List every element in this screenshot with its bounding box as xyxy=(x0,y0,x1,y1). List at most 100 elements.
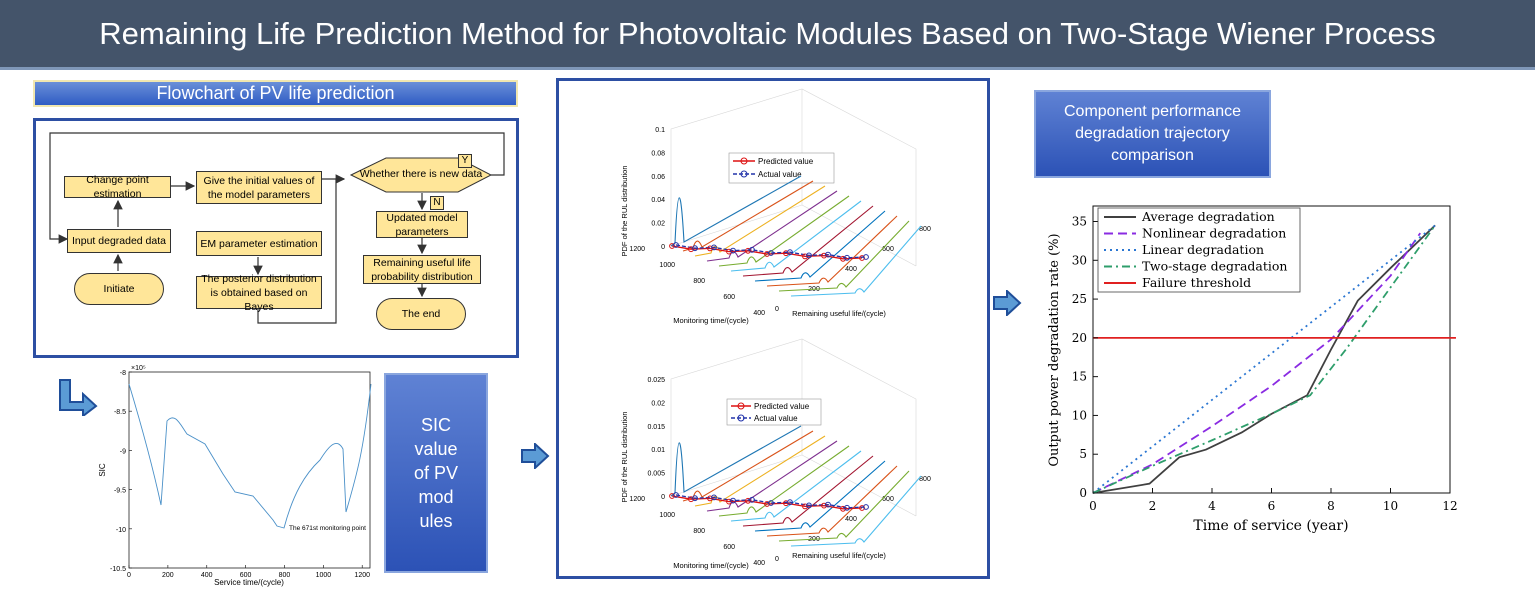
sic-panel: SIC value of PV mod ules xyxy=(384,373,488,573)
rul-actual-marker xyxy=(787,499,793,506)
sic-annotation: The 671st monitoring point xyxy=(289,525,366,532)
rul-predicted-marker xyxy=(821,252,827,259)
rul-predicted-marker xyxy=(688,246,694,253)
rul-actual-marker xyxy=(806,502,812,509)
sic-xtick-label: 1200 xyxy=(354,572,370,579)
rul-predicted-marker xyxy=(859,505,865,511)
sic-xticks: 0 200 400 600 800 1000 1200 xyxy=(127,565,370,579)
degradation-ytick-label: 25 xyxy=(1072,292,1087,306)
rul-ztick-label: 0 xyxy=(661,244,665,251)
flowchart-frame: Change point estimation Give the initial… xyxy=(33,118,519,358)
posterior-box: The posterior distribution is obtained b… xyxy=(196,273,322,313)
rul-mt-tick-label: 400 xyxy=(753,310,765,317)
sic-yticks: -8 -8.5 -9 -9.5 -10 -10.5 xyxy=(110,370,132,573)
rul-slice-curve xyxy=(682,180,814,252)
rul-slice-curve xyxy=(790,475,922,547)
input-data-box: Input degraded data xyxy=(67,229,171,253)
rul-ztick-label: 0.06 xyxy=(651,174,665,181)
degradation-legend-label: Failure threshold xyxy=(1142,275,1251,290)
rul-actual-marker xyxy=(692,245,698,252)
initiate-terminal: Initiate xyxy=(74,273,164,305)
sic-xtick-label: 800 xyxy=(279,572,291,579)
rul-ztick-label: 0.04 xyxy=(651,197,665,204)
sic-xlabel: Service time/(cycle) xyxy=(214,578,284,587)
rul-slice-curve xyxy=(718,445,850,517)
degradation-xtick-label: 4 xyxy=(1208,499,1216,513)
rul-top-ylabel: Remaining useful life/(cycle) xyxy=(792,309,886,318)
sic-ytick-label: -10.5 xyxy=(110,566,126,573)
rul-slice-curve xyxy=(790,225,922,297)
flowchart-connectors xyxy=(49,132,505,324)
rul-actual-marker xyxy=(730,247,736,254)
rul-rul-tick-label: 400 xyxy=(845,516,857,523)
initial-values-box: Give the initial values of the model par… xyxy=(196,171,322,204)
right-arrow-icon-2 xyxy=(993,290,1022,316)
rul-actual-marker xyxy=(673,242,679,248)
rul-actual-marker xyxy=(844,504,850,511)
rul-predicted-marker xyxy=(764,251,770,257)
sic-ytick-label: -8.5 xyxy=(114,409,126,416)
degradation-xtick-label: 10 xyxy=(1383,499,1398,513)
page-title-text: Remaining Life Prediction Method for Pho… xyxy=(99,15,1436,51)
rul-predicted-marker xyxy=(726,498,732,505)
rul-bottom-chart: PDF of the RUL distribution Monitoring t… xyxy=(620,338,931,570)
degradation-legend-label: Nonlinear degradation xyxy=(1142,226,1286,241)
rul-slice-curve xyxy=(694,185,826,257)
change-point-box: Change point estimation xyxy=(64,174,171,200)
rul-actual-marker xyxy=(730,497,736,504)
rul-ztick-label: 0.02 xyxy=(651,400,665,407)
rul-rul-tick-label: 600 xyxy=(882,496,894,503)
l-arrow-icon xyxy=(59,379,98,416)
rul-ztick-label: 0.015 xyxy=(647,424,665,431)
rul-predicted-marker xyxy=(707,245,713,252)
rul-predicted-marker xyxy=(669,243,675,249)
rul-actual-marker xyxy=(768,250,774,256)
rul-bottom-xlabel: Monitoring time/(cycle) xyxy=(673,561,749,570)
degradation-ytick-label: 5 xyxy=(1079,447,1087,461)
right-arrow-icon xyxy=(521,443,550,469)
degradation-ytick-label: 35 xyxy=(1072,215,1087,229)
degradation-ytick-label: 20 xyxy=(1072,331,1087,345)
degradation-series-line xyxy=(1092,224,1436,494)
degradation-ytick-label: 10 xyxy=(1072,408,1087,422)
rul-mt-tick-label: 1200 xyxy=(629,246,645,253)
sic-curve xyxy=(128,383,372,529)
rul-top-zlabel: PDF of the RUL distribution xyxy=(620,165,629,256)
rul-rul-tick-label: 600 xyxy=(882,246,894,253)
rul-slice-curve xyxy=(682,430,814,502)
rul-top-legend xyxy=(728,152,835,184)
page-title: Remaining Life Prediction Method for Pho… xyxy=(0,0,1535,70)
rul-mt-tick-label: 600 xyxy=(723,294,735,301)
rul-ztick-label: 0.025 xyxy=(647,377,665,384)
rul-actual-marker xyxy=(825,251,831,258)
rul-slice-curve xyxy=(718,195,850,267)
rul-slice-curve xyxy=(730,450,862,522)
degradation-xtick-label: 8 xyxy=(1327,499,1335,513)
sic-xtick-label: 1000 xyxy=(316,572,332,579)
degradation-xtick-label: 0 xyxy=(1089,499,1097,513)
rul-predicted-line xyxy=(671,495,863,510)
decision-diamond xyxy=(349,157,493,193)
rul-ztick-label: 0.08 xyxy=(651,150,665,157)
em-box: EM parameter estimation xyxy=(196,231,322,256)
degradation-ytick-label: 30 xyxy=(1072,253,1087,267)
degradation-series-line xyxy=(1092,232,1421,494)
sic-ylabel: SIC xyxy=(98,463,107,477)
sic-xtick-label: 0 xyxy=(127,572,131,579)
rul-rul-tick-label: 800 xyxy=(919,476,931,483)
rul-ztick-label: 0 xyxy=(661,494,665,501)
rul-predicted-marker xyxy=(783,500,789,507)
rul-top-legend-act: Actual value xyxy=(758,170,802,179)
rul-top-xlabel: Monitoring time/(cycle) xyxy=(673,316,749,325)
sic-ytick-label: -8 xyxy=(120,370,126,377)
rul-3d-charts: PDF of the RUL distribution Monitoring t… xyxy=(620,88,931,570)
rul-actual-marker xyxy=(692,495,698,502)
rul-actual-marker xyxy=(806,252,812,259)
rul-actual-marker xyxy=(673,492,679,498)
degradation-legend-label: Average degradation xyxy=(1141,209,1275,224)
sic-xtick-label: 400 xyxy=(201,572,213,579)
rul-bottom-zlabel: PDF of the RUL distribution xyxy=(620,411,629,502)
rul-ztick-label: 0.02 xyxy=(651,221,665,228)
degradation-series-line xyxy=(1092,224,1436,494)
degradation-panel: Component performance degradation trajec… xyxy=(1034,90,1271,178)
